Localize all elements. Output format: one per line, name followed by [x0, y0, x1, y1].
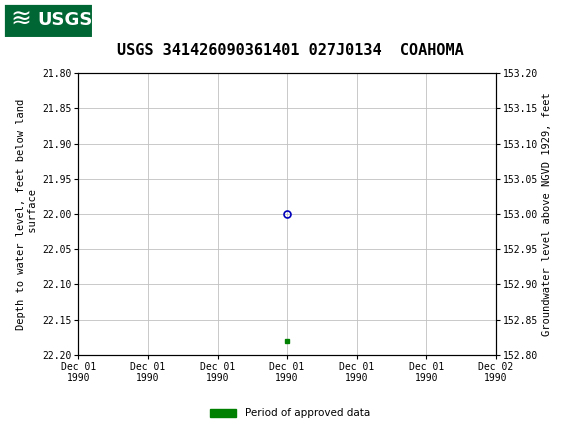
- Bar: [3, 3, 93, 37]
- Y-axis label: Depth to water level, feet below land
 surface: Depth to water level, feet below land su…: [16, 98, 38, 329]
- Legend: Period of approved data: Period of approved data: [206, 404, 374, 423]
- Y-axis label: Groundwater level above NGVD 1929, feet: Groundwater level above NGVD 1929, feet: [542, 92, 552, 336]
- Text: USGS: USGS: [38, 11, 93, 29]
- Text: ≋: ≋: [10, 8, 31, 32]
- Text: USGS 341426090361401 027J0134  COAHOMA: USGS 341426090361401 027J0134 COAHOMA: [117, 43, 463, 58]
- FancyBboxPatch shape: [3, 3, 93, 37]
